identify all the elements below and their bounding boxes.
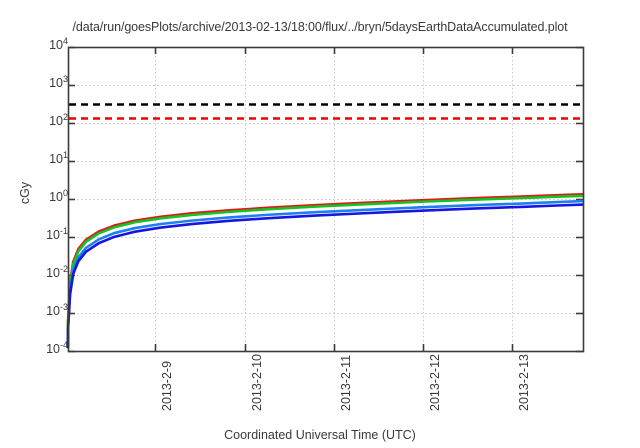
data-curve — [66, 194, 585, 349]
y-tick-label: 101 — [49, 149, 68, 166]
plot-frame — [67, 46, 585, 353]
y-tick-label: 102 — [49, 111, 68, 128]
plot-title: /data/run/goesPlots/archive/2013-02-13/1… — [72, 20, 568, 34]
data-curve — [66, 199, 585, 349]
grid-lines — [69, 48, 582, 350]
data-curve — [66, 203, 585, 349]
threshold-lines — [69, 103, 582, 120]
y-axis-tick-labels: 104 103 102 101 100 10-1 10-2 10-3 10-4 — [0, 0, 68, 448]
y-tick-label: 100 — [49, 187, 68, 204]
y-tick-label: 10-2 — [46, 263, 68, 280]
y-tick-label: 10-4 — [46, 339, 68, 356]
y-tick-label: 10-1 — [46, 225, 68, 242]
data-curve — [66, 192, 585, 349]
x-axis-label: Coordinated Universal Time (UTC) — [224, 428, 416, 442]
y-tick-label: 104 — [49, 35, 68, 52]
y-tick-label: 103 — [49, 73, 68, 90]
data-curves — [66, 192, 585, 349]
y-tick-label: 10-3 — [46, 301, 68, 318]
